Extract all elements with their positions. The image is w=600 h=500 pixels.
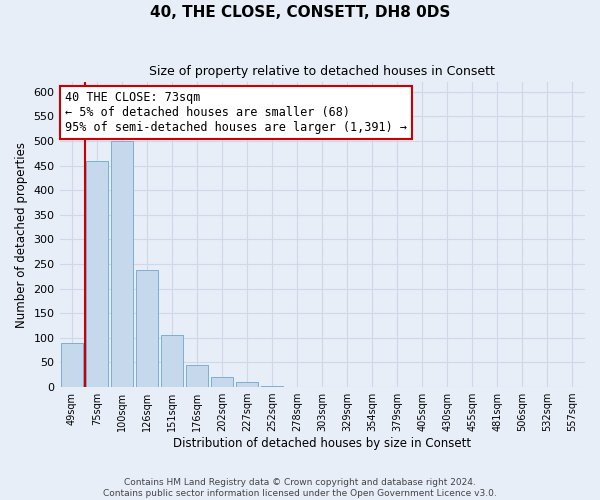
Title: Size of property relative to detached houses in Consett: Size of property relative to detached ho… — [149, 65, 495, 78]
Bar — [236, 382, 259, 387]
Y-axis label: Number of detached properties: Number of detached properties — [15, 142, 28, 328]
Bar — [61, 343, 83, 387]
Bar — [261, 386, 283, 387]
Text: 40 THE CLOSE: 73sqm
← 5% of detached houses are smaller (68)
95% of semi-detache: 40 THE CLOSE: 73sqm ← 5% of detached hou… — [65, 91, 407, 134]
Bar — [86, 160, 109, 387]
Bar — [186, 365, 208, 387]
Bar — [111, 141, 133, 387]
X-axis label: Distribution of detached houses by size in Consett: Distribution of detached houses by size … — [173, 437, 472, 450]
Text: 40, THE CLOSE, CONSETT, DH8 0DS: 40, THE CLOSE, CONSETT, DH8 0DS — [150, 5, 450, 20]
Bar — [136, 270, 158, 387]
Bar — [161, 336, 184, 387]
Bar — [211, 377, 233, 387]
Text: Contains HM Land Registry data © Crown copyright and database right 2024.
Contai: Contains HM Land Registry data © Crown c… — [103, 478, 497, 498]
